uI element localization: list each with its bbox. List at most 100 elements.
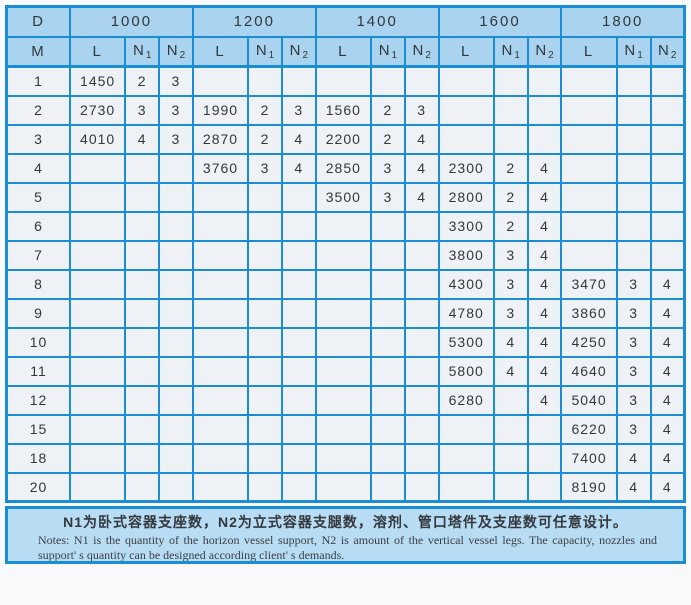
- n1-value-cell: [247, 471, 283, 503]
- n1-value-cell: [370, 326, 406, 358]
- n1-value-cell: 2: [370, 94, 406, 126]
- m-value-cell: 8: [5, 268, 71, 300]
- n1-value-cell: [492, 384, 529, 416]
- n2-value-cell: 3: [158, 94, 194, 126]
- l-value-cell: [68, 442, 127, 474]
- n1-value-cell: [247, 181, 283, 213]
- n1-value-cell: 2: [492, 210, 529, 242]
- n2-value-cell: 4: [526, 210, 563, 242]
- n1-value-cell: [124, 210, 161, 242]
- n1-value-cell: 3: [615, 268, 652, 300]
- table-row: 6 3300 2 4: [5, 210, 686, 242]
- n1-value-cell: 3: [615, 297, 652, 329]
- n2-value-cell: 3: [280, 94, 317, 126]
- n1-value-cell: 4: [615, 471, 652, 503]
- n1-value-cell: 3: [492, 297, 529, 329]
- l-value-cell: [314, 413, 373, 445]
- l-value-cell: [191, 65, 250, 97]
- n1-value-cell: [247, 65, 283, 97]
- n1-value-cell: [370, 268, 406, 300]
- m-header-cell: M: [5, 35, 71, 68]
- n2-value-cell: [649, 94, 686, 126]
- l-value-cell: 2800: [437, 181, 495, 213]
- l-value-cell: [68, 210, 127, 242]
- n2-value-cell: [158, 181, 194, 213]
- l-value-cell: [437, 94, 495, 126]
- n2-value-cell: [526, 123, 563, 155]
- n2-value-cell: 4: [403, 181, 440, 213]
- n2-value-cell: [403, 471, 440, 503]
- n1-value-cell: 3: [247, 152, 283, 184]
- n2-value-cell: [403, 355, 440, 387]
- l-value-cell: [437, 442, 495, 474]
- n1-value-cell: 4: [124, 123, 161, 155]
- n1-value-cell: 2: [492, 181, 529, 213]
- n1-value-cell: [247, 268, 283, 300]
- table-row: 11 5800 4 4 4640 3 4: [5, 355, 686, 387]
- l-header-cell: L: [314, 35, 373, 68]
- n1-value-cell: 2: [124, 65, 161, 97]
- m-value-cell: 10: [5, 326, 71, 358]
- l-header-cell: L: [560, 35, 618, 68]
- l-value-cell: 5800: [437, 355, 495, 387]
- n1-value-cell: [492, 94, 529, 126]
- n2-value-cell: [158, 268, 194, 300]
- l-value-cell: [68, 355, 127, 387]
- l-value-cell: [560, 152, 618, 184]
- n2-header-cell: N2: [526, 35, 563, 68]
- table-row: 4 3760 3 4 2850 3 4 2300 2 4: [5, 152, 686, 184]
- n1-value-cell: [492, 442, 529, 474]
- n1-header-cell: N1: [492, 35, 529, 68]
- n2-value-cell: 4: [649, 355, 686, 387]
- n1-value-cell: [370, 297, 406, 329]
- n1-value-cell: [247, 210, 283, 242]
- n2-value-cell: 4: [649, 326, 686, 358]
- l-value-cell: 3500: [314, 181, 373, 213]
- n2-value-cell: 4: [526, 297, 563, 329]
- n1-value-cell: [492, 413, 529, 445]
- notes-box: N1为卧式容器支座数，N2为立式容器支腿数，溶剂、管口塔件及支座数可任意设计。 …: [5, 506, 686, 564]
- n1-value-cell: [370, 355, 406, 387]
- n1-value-cell: 4: [615, 442, 652, 474]
- n1-value-cell: [124, 181, 161, 213]
- l-value-cell: [437, 123, 495, 155]
- n2-value-cell: [158, 471, 194, 503]
- n1-value-cell: 4: [492, 355, 529, 387]
- n2-value-cell: 4: [403, 123, 440, 155]
- n1-value-cell: [492, 65, 529, 97]
- diameter-header-1600: 1600: [437, 5, 563, 38]
- n1-value-cell: [124, 239, 161, 271]
- l-value-cell: 2200: [314, 123, 373, 155]
- m-value-cell: 18: [5, 442, 71, 474]
- l-value-cell: 7400: [560, 442, 618, 474]
- n2-value-cell: [280, 297, 317, 329]
- m-value-cell: 6: [5, 210, 71, 242]
- l-value-cell: [68, 181, 127, 213]
- l-value-cell: [560, 65, 618, 97]
- l-header-cell: L: [437, 35, 495, 68]
- n1-value-cell: [124, 152, 161, 184]
- n1-header-cell: N1: [247, 35, 283, 68]
- n1-value-cell: 3: [492, 239, 529, 271]
- n2-value-cell: [158, 326, 194, 358]
- l-value-cell: [191, 355, 250, 387]
- n1-value-cell: [247, 442, 283, 474]
- l-value-cell: [437, 413, 495, 445]
- l-value-cell: 3800: [437, 239, 495, 271]
- n1-value-cell: [124, 413, 161, 445]
- n2-value-cell: [280, 471, 317, 503]
- n1-header-cell: N1: [370, 35, 406, 68]
- l-value-cell: 5040: [560, 384, 618, 416]
- m-value-cell: 3: [5, 123, 71, 155]
- l-value-cell: 4250: [560, 326, 618, 358]
- n2-value-cell: [403, 239, 440, 271]
- l-value-cell: [560, 210, 618, 242]
- l-value-cell: [191, 471, 250, 503]
- n1-value-cell: [124, 268, 161, 300]
- l-value-cell: 3760: [191, 152, 250, 184]
- l-value-cell: [314, 65, 373, 97]
- n2-value-cell: 4: [526, 384, 563, 416]
- n2-value-cell: [526, 471, 563, 503]
- l-value-cell: [314, 239, 373, 271]
- n1-value-cell: [370, 471, 406, 503]
